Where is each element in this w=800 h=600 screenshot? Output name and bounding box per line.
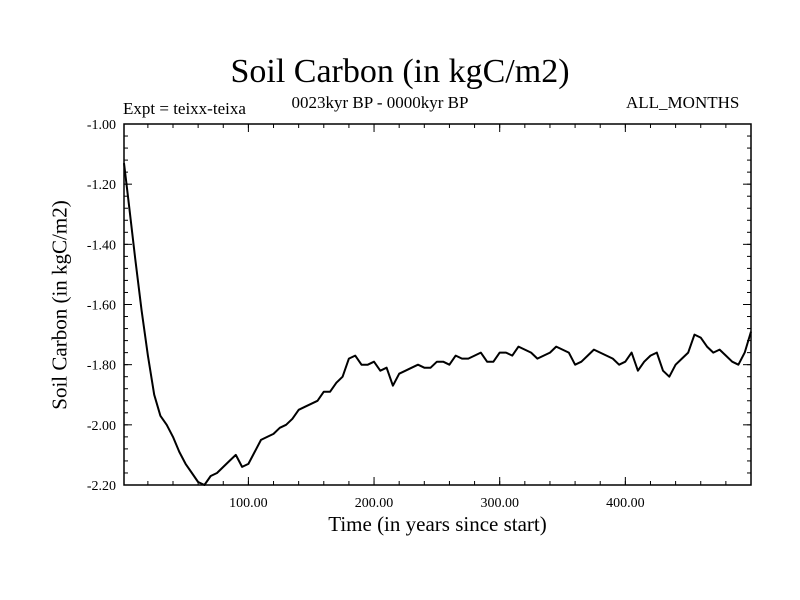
y-tick-label: -1.00 [87, 118, 116, 133]
x-tick-label: 200.00 [355, 496, 394, 511]
x-tick-label: 100.00 [229, 496, 268, 511]
y-tick-label: -2.00 [87, 419, 116, 434]
y-tick-label: -1.60 [87, 299, 116, 314]
tick-labels: -1.00 -1.20 -1.40 -1.60 -1.80 -2.00 -2.20 100.0… [87, 118, 645, 511]
chart-subtitle: 0023kyr BP - 0000kyr BP [291, 93, 469, 112]
period-label: ALL_MONTHS [626, 93, 740, 112]
tick-marks [124, 123, 751, 486]
y-tick-label: -1.20 [87, 178, 116, 193]
experiment-label: Expt = teixx-teixa [123, 99, 246, 118]
chart-title: Soil Carbon (in kgC/m2) [230, 53, 570, 90]
series-line-soil-carbon [123, 162, 752, 486]
y-tick-label: -2.20 [87, 479, 116, 494]
x-tick-label: 300.00 [480, 496, 519, 511]
x-tick-label: 400.00 [606, 496, 645, 511]
y-tick-label: -1.80 [87, 359, 116, 374]
y-tick-label: -1.40 [87, 238, 116, 253]
x-axis-title: Time (in years since start) [328, 512, 547, 536]
plot-frame [123, 123, 752, 486]
